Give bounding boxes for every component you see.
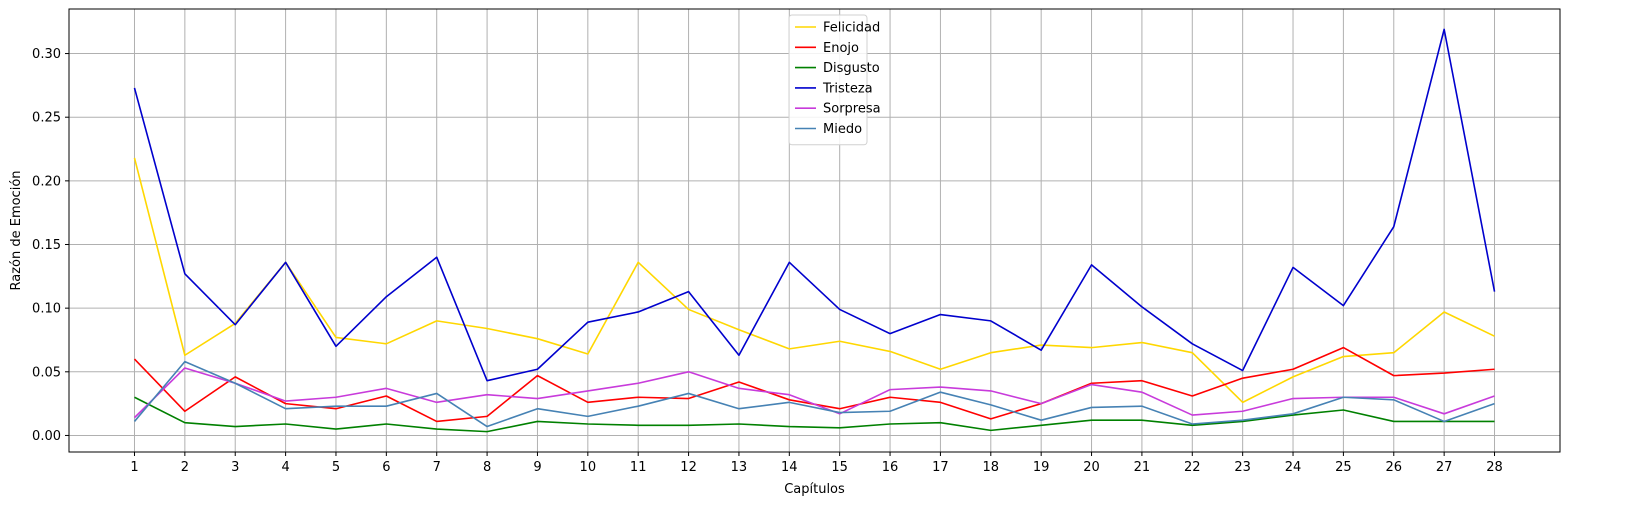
x-tick-label: 28: [1486, 460, 1503, 475]
legend-label: Tristeza: [822, 81, 873, 96]
x-tick-label: 7: [433, 460, 441, 475]
x-axis-ticks: 1 2 3 4 5 6 7 8 9 10 11 12 13 14 15 16 17 18 19 20 21 22 23 24 2…: [130, 452, 1503, 475]
y-tick-label: 0.10: [32, 302, 61, 317]
x-axis-label: Capítulos: [784, 482, 845, 497]
x-tick-label: 4: [281, 460, 289, 475]
y-tick-label: 0.05: [32, 365, 61, 380]
legend-label: Disgusto: [823, 61, 880, 76]
x-tick-label: 8: [483, 460, 491, 475]
x-tick-label: 24: [1285, 460, 1302, 475]
plot-frame: [68, 8, 1561, 453]
y-tick-label: 0.20: [32, 174, 61, 189]
grid-lines: [69, 9, 1560, 452]
x-tick-label: 19: [1033, 460, 1050, 475]
series-line-miedo: [133, 360, 1495, 428]
legend-label: Felicidad: [823, 21, 880, 36]
x-tick-label: 15: [831, 460, 848, 475]
y-tick-label: 0.30: [32, 47, 61, 62]
x-tick-label: 21: [1134, 460, 1151, 475]
x-tick-label: 5: [332, 460, 340, 475]
y-tick-label: 0.15: [32, 238, 61, 253]
x-tick-label: 18: [983, 460, 1000, 475]
x-tick-label: 26: [1386, 460, 1403, 475]
x-tick-label: 11: [630, 460, 647, 475]
legend-label: Sorpresa: [823, 102, 881, 117]
x-tick-label: 22: [1184, 460, 1201, 475]
y-axis-label: Razón de Emoción: [9, 170, 24, 290]
y-axis-ticks: 0.00 0.05 0.10 0.15 0.20 0.25 0.30: [32, 47, 69, 444]
x-tick-label: 17: [932, 460, 949, 475]
legend: Felicidad Enojo Disgusto Tristeza Sorpresa Mi…: [788, 14, 881, 146]
legend-label: Miedo: [823, 122, 862, 137]
x-tick-label: 3: [231, 460, 239, 475]
x-tick-label: 25: [1335, 460, 1352, 475]
x-tick-label: 13: [731, 460, 748, 475]
legend-label: Enojo: [823, 41, 859, 56]
series-lines: [133, 28, 1496, 433]
x-tick-label: 6: [382, 460, 390, 475]
x-tick-label: 9: [533, 460, 541, 475]
series-line-tristeza: [133, 28, 1496, 382]
y-tick-label: 0.00: [32, 429, 61, 444]
x-tick-label: 20: [1083, 460, 1100, 475]
x-tick-label: 10: [580, 460, 597, 475]
x-tick-label: 12: [680, 460, 697, 475]
x-tick-label: 1: [130, 460, 138, 475]
series-line-sorpresa: [133, 367, 1495, 419]
x-tick-label: 16: [882, 460, 899, 475]
series-line-disgusto: [134, 396, 1495, 433]
y-tick-label: 0.25: [32, 111, 61, 126]
x-tick-label: 2: [181, 460, 189, 475]
series-line-felicidad: [133, 157, 1495, 404]
x-tick-label: 23: [1234, 460, 1251, 475]
x-tick-label: 14: [781, 460, 798, 475]
x-tick-label: 27: [1436, 460, 1453, 475]
